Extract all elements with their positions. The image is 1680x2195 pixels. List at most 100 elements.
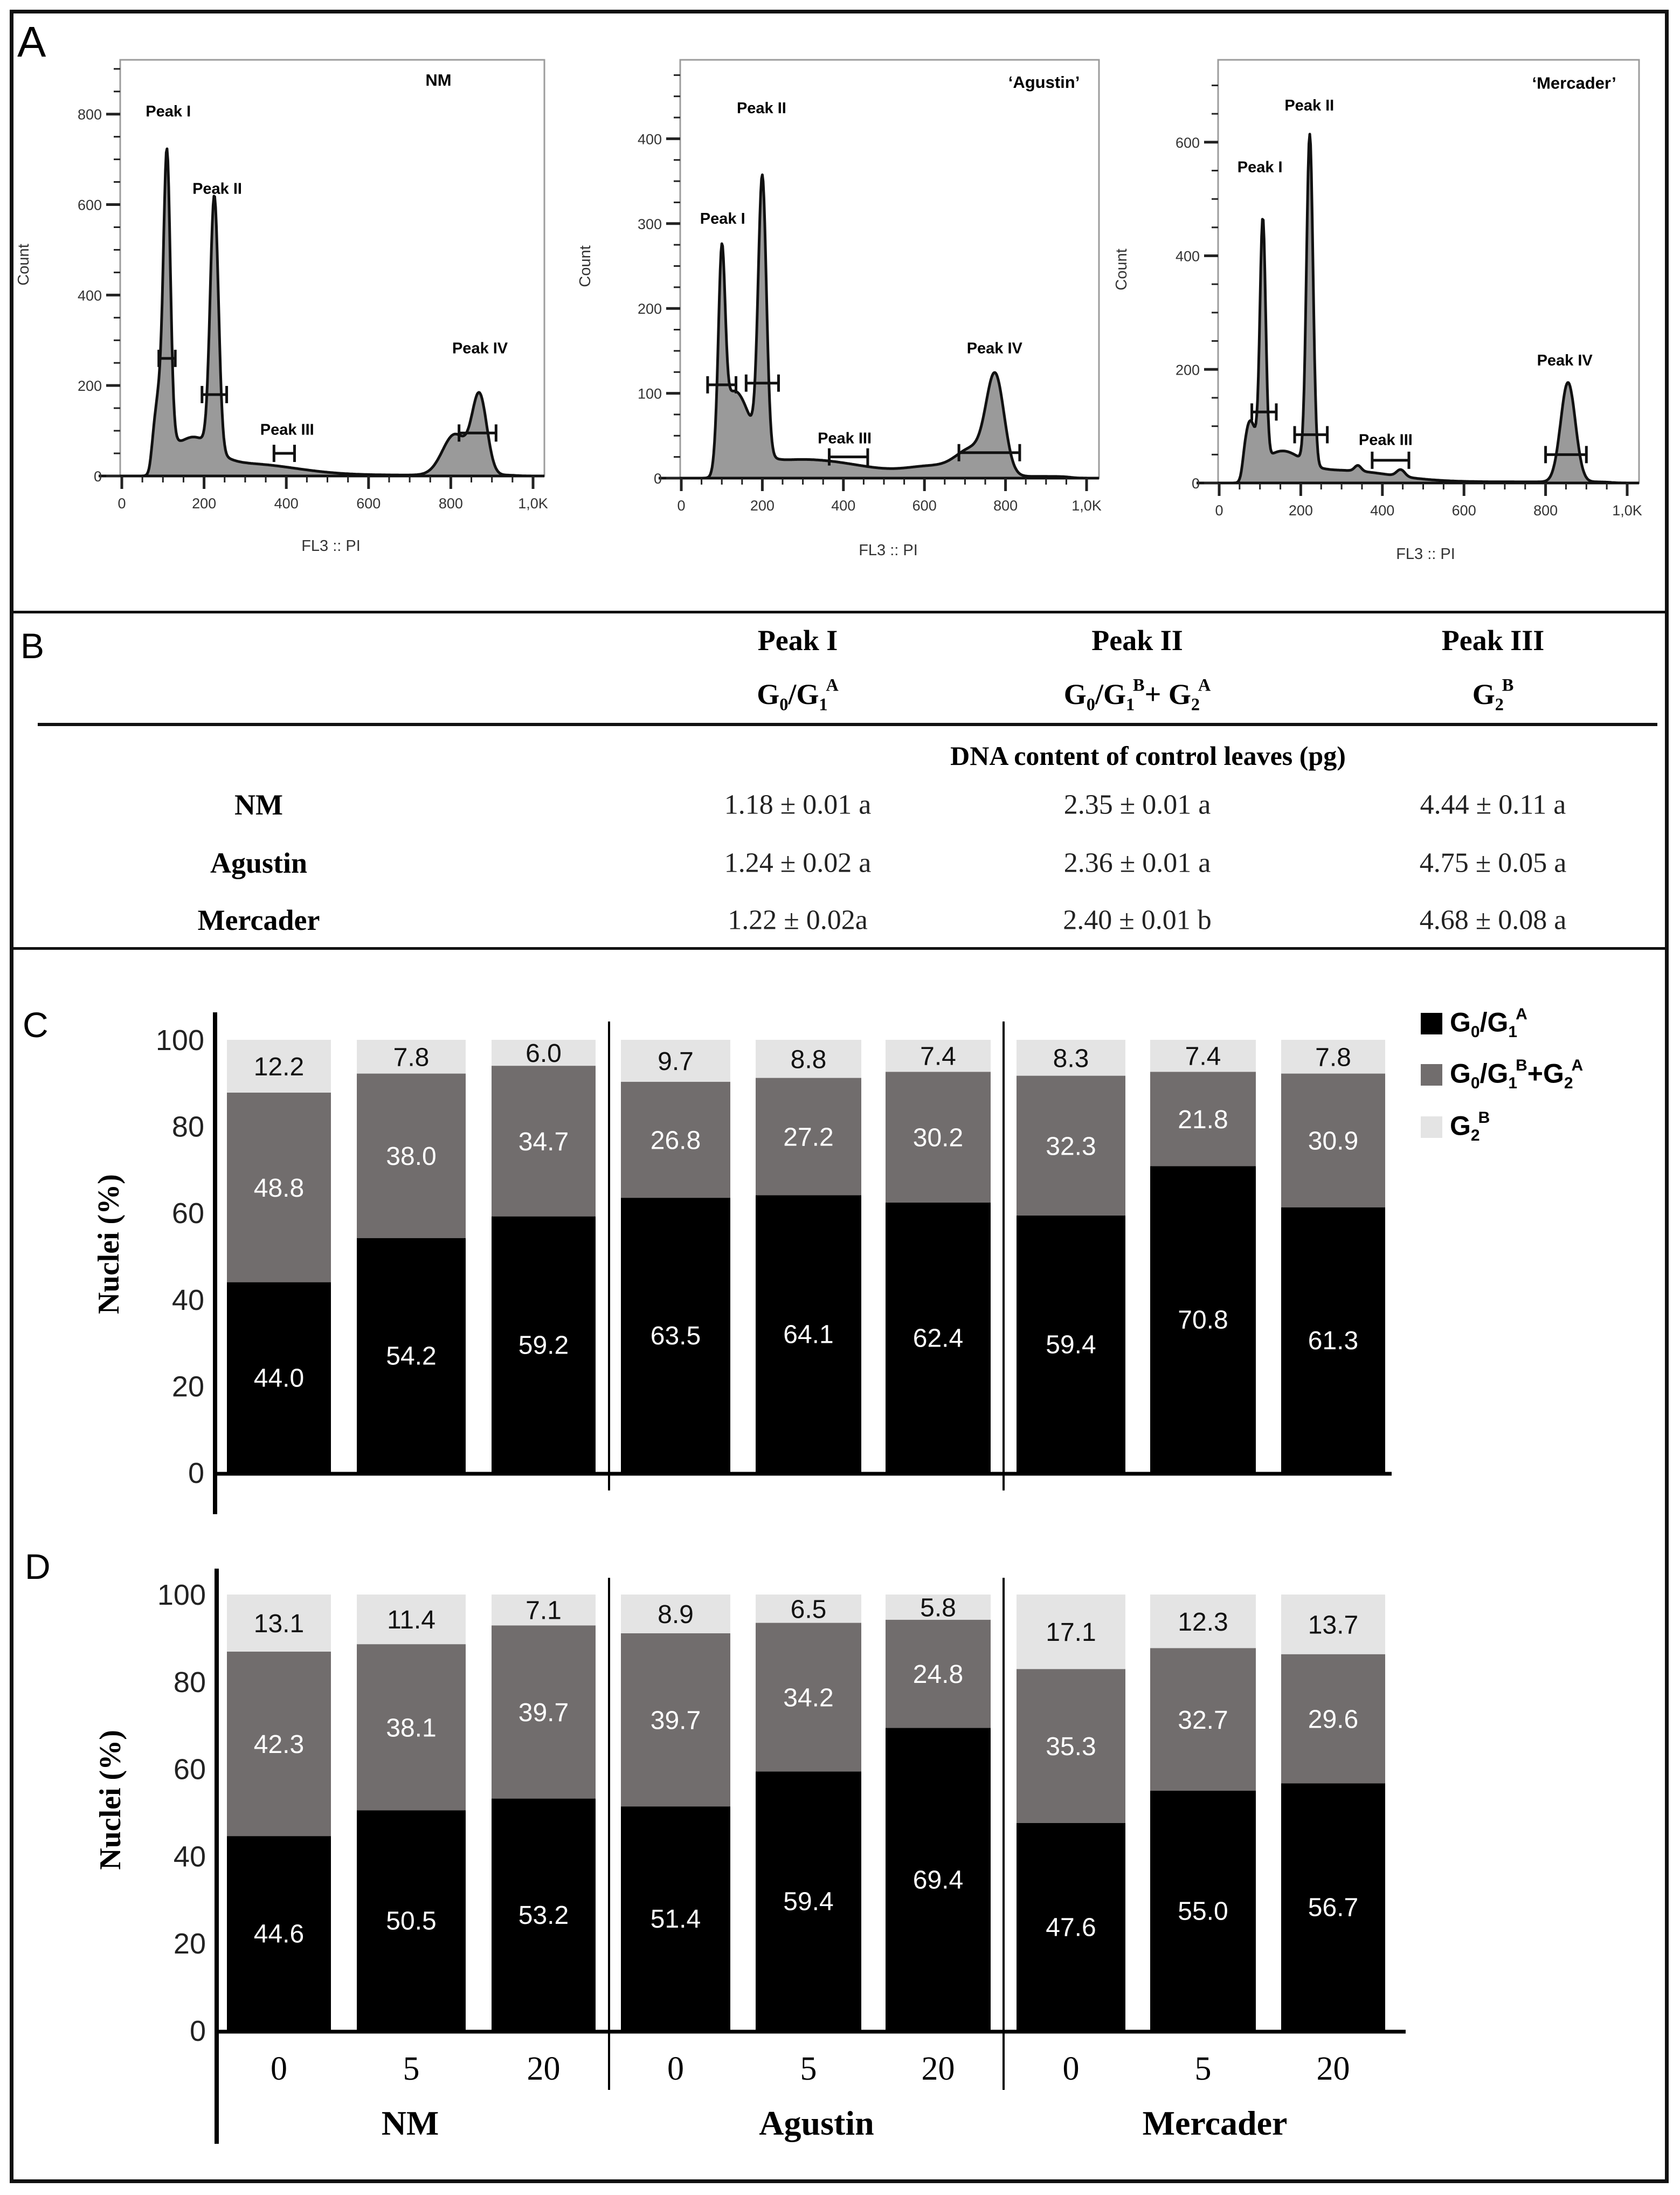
bar-value-label: 30.2 bbox=[913, 1124, 963, 1152]
bar-value-label: 38.1 bbox=[386, 1714, 436, 1742]
x-tick-label: 0 bbox=[1063, 2051, 1080, 2087]
bar-segment-g2b bbox=[357, 1040, 466, 1074]
x-tick-label: 1,0K bbox=[1071, 498, 1102, 514]
col-header-peak-2: Peak II bbox=[1091, 624, 1183, 657]
y-tick-label: 300 bbox=[638, 216, 662, 232]
y-tick-label: 60 bbox=[172, 1197, 204, 1230]
bar-value-label: 7.4 bbox=[1185, 1043, 1221, 1071]
bar-value-label: 35.3 bbox=[1046, 1732, 1096, 1761]
x-tick-label: 0 bbox=[667, 2051, 684, 2087]
legend-swatch bbox=[1421, 1116, 1442, 1138]
bar-segment-g0g1a bbox=[1150, 1166, 1256, 1473]
bar-segment-g0g1b-g2a bbox=[357, 1073, 466, 1238]
bar-value-label: 8.3 bbox=[1053, 1044, 1089, 1073]
bar-value-label: 11.4 bbox=[387, 1606, 435, 1634]
panel-label-a: A bbox=[17, 18, 46, 66]
col-subheader-peak-1: G0/G1A bbox=[757, 675, 839, 715]
bar-segment-g0g1b-g2a bbox=[1281, 1654, 1385, 1784]
bar-value-label: 29.6 bbox=[1308, 1706, 1358, 1734]
bar-segment-g0g1a bbox=[227, 1282, 331, 1473]
bar-value-label: 32.7 bbox=[1178, 1706, 1228, 1735]
bar-value-label: 63.5 bbox=[651, 1322, 701, 1350]
bar-value-label: 64.1 bbox=[783, 1321, 833, 1349]
x-tick-label: 5 bbox=[1195, 2051, 1212, 2087]
bar-value-label: 55.0 bbox=[1178, 1897, 1228, 1926]
bar-segment-g0g1b-g2a bbox=[1150, 1072, 1256, 1166]
bar-value-label: 59.2 bbox=[518, 1331, 569, 1359]
x-tick-label: 20 bbox=[1317, 2051, 1350, 2087]
col-header-peak-1: Peak I bbox=[757, 624, 838, 657]
histogram-curve bbox=[1218, 133, 1629, 485]
y-tick-label: 100 bbox=[157, 1579, 206, 1611]
histogram-title: ‘Mercader’ bbox=[1532, 74, 1616, 93]
bar-segment-g2b bbox=[227, 1595, 331, 1652]
bar-segment-g2b bbox=[1150, 1040, 1256, 1072]
row-label-mercader: Mercader bbox=[197, 904, 320, 936]
bar-segment-g0g1a bbox=[492, 1798, 596, 2031]
x-tick-label: 400 bbox=[1370, 502, 1394, 519]
y-tick-label: 0 bbox=[1192, 475, 1200, 492]
bar-value-label: 7.4 bbox=[920, 1043, 956, 1071]
y-tick-label: 0 bbox=[654, 471, 662, 487]
bar-value-label: 7.8 bbox=[393, 1043, 430, 1072]
x-tick-label: 600 bbox=[356, 495, 381, 512]
table-cell: 2.35 ± 0.01 a bbox=[1063, 789, 1211, 820]
bar-segment-g2b bbox=[357, 1595, 466, 1645]
stacked-bar-chart-d: 44.6 42.3 13.1 0 50.5 38.1 11.4 5 53.2 39.7 7.1 20 5… bbox=[94, 1569, 1406, 2144]
histogram-title: ‘Agustin’ bbox=[1008, 73, 1080, 92]
bar-segment-g0g1b-g2a bbox=[1150, 1648, 1256, 1791]
peak-label: Peak IV bbox=[1537, 352, 1593, 369]
bar-value-label: 54.2 bbox=[386, 1342, 436, 1370]
bar-value-label: 53.2 bbox=[518, 1901, 569, 1930]
bar-value-label: 62.4 bbox=[913, 1324, 963, 1352]
row-label-nm: NM bbox=[234, 789, 283, 821]
col-header-peak-3: Peak III bbox=[1441, 624, 1545, 657]
legend-label: G2B bbox=[1450, 1109, 1490, 1144]
bar-segment-g0g1a bbox=[1150, 1791, 1256, 2031]
table-cell: 1.22 ± 0.02a bbox=[728, 905, 868, 936]
peak-label: Peak I bbox=[146, 103, 191, 120]
histogram-title: NM bbox=[425, 71, 451, 89]
bar-value-label: 24.8 bbox=[913, 1660, 963, 1689]
bar-segment-g0g1a bbox=[756, 1195, 861, 1473]
histogram-curve bbox=[680, 173, 1088, 480]
y-tick-label: 100 bbox=[638, 386, 662, 402]
x-axis-label: FL3 :: PI bbox=[301, 537, 361, 555]
bar-value-label: 34.2 bbox=[783, 1684, 833, 1713]
bar-value-label: 56.7 bbox=[1308, 1894, 1358, 1922]
bar-segment-g0g1a bbox=[1017, 1823, 1125, 2031]
bar-value-label: 34.7 bbox=[518, 1128, 569, 1156]
x-tick-label: 800 bbox=[1533, 502, 1558, 519]
row-label-agustin: Agustin bbox=[210, 847, 308, 879]
bar-segment-g2b bbox=[1150, 1595, 1256, 1648]
col-subheader-peak-2: G0/G1B+ G2A bbox=[1063, 675, 1211, 715]
y-axis-label: Count bbox=[577, 245, 594, 287]
col-subheader-peak-3: G2B bbox=[1472, 675, 1514, 715]
bar-value-label: 6.0 bbox=[526, 1039, 562, 1068]
y-axis-label: Nuclei (%) bbox=[92, 1174, 126, 1314]
bar-value-label: 27.2 bbox=[783, 1123, 833, 1151]
x-tick-label: 20 bbox=[922, 2051, 955, 2087]
table-caption: DNA content of control leaves (pg) bbox=[950, 741, 1346, 771]
y-axis-label: Count bbox=[1113, 249, 1130, 290]
bar-segment-g0g1b-g2a bbox=[886, 1072, 991, 1203]
x-tick-label: 600 bbox=[1452, 502, 1476, 519]
x-axis-label: FL3 :: PI bbox=[859, 542, 918, 559]
bar-value-label: 39.7 bbox=[651, 1707, 701, 1735]
bar-segment-g2b bbox=[492, 1040, 596, 1066]
bar-segment-g2b bbox=[756, 1595, 861, 1623]
legend-item-g0g1b-g2a: G0/G1B+G2A bbox=[1421, 1057, 1583, 1093]
x-tick-label: 400 bbox=[274, 495, 299, 512]
table-cell: 4.44 ± 0.11 a bbox=[1420, 789, 1566, 820]
bar-segment-g2b bbox=[886, 1595, 991, 1620]
peak-label: Peak II bbox=[192, 180, 242, 197]
y-tick-label: 400 bbox=[638, 131, 662, 147]
peak-label: Peak II bbox=[737, 100, 786, 117]
bar-value-label: 9.7 bbox=[658, 1047, 694, 1076]
plot-frame bbox=[679, 59, 1100, 479]
panel-label-c: C bbox=[23, 1005, 49, 1045]
y-tick-label: 20 bbox=[172, 1370, 204, 1403]
bar-segment-g0g1a bbox=[357, 1810, 466, 2031]
